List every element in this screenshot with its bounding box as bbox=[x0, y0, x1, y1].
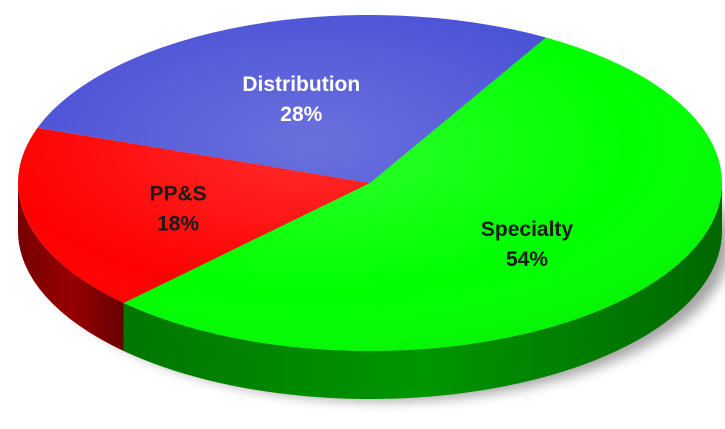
pie-shine bbox=[18, 15, 722, 351]
pie-slice-value-1: 18% bbox=[157, 212, 199, 235]
pie-slice-label-1: PP&S bbox=[149, 182, 206, 205]
pie-slice-value-2: 28% bbox=[280, 103, 322, 126]
pie-slice-side-shade-0 bbox=[123, 183, 722, 400]
pie-slice-label-2: Distribution bbox=[242, 73, 360, 96]
pie-slice-value-0: 54% bbox=[506, 248, 548, 271]
pie-slice-side-shade-1 bbox=[18, 183, 124, 352]
pie-slice-label-0: Specialty bbox=[481, 218, 574, 241]
